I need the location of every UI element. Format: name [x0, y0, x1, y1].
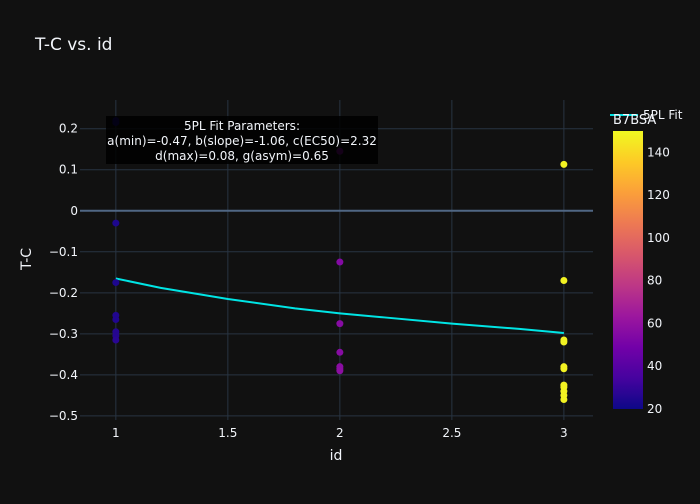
fit-series — [115, 277, 564, 335]
colorbar-tick-label: 60 — [647, 316, 662, 330]
y-tick-label: −0.1 — [49, 245, 78, 259]
data-point — [560, 160, 568, 168]
y-tick-label: −0.3 — [49, 327, 78, 341]
data-point — [112, 315, 120, 323]
data-point — [560, 277, 568, 285]
colorbar-tick-label: 100 — [647, 231, 670, 245]
data-point — [112, 279, 120, 287]
y-tick-label: −0.4 — [49, 368, 78, 382]
annotation-box: 5PL Fit Parameters: a(min)=-0.47, b(slop… — [106, 116, 378, 164]
data-point — [560, 338, 568, 346]
colorbar-tick-labels: 20 40 60 80 100 120 140 — [647, 145, 670, 416]
y-tick-label: −0.5 — [49, 409, 78, 423]
chart-title: T-C vs. id — [34, 35, 112, 55]
x-tick-label: 1 — [112, 426, 120, 440]
fit-line — [115, 277, 564, 335]
data-point — [336, 367, 344, 375]
data-point — [336, 320, 344, 328]
data-point — [560, 395, 568, 403]
data-point — [112, 336, 120, 344]
x-tick-label: 2 — [336, 426, 344, 440]
colorbar-tick-label: 40 — [647, 359, 662, 373]
colorbar-tick-label: 140 — [647, 145, 670, 159]
y-tick-label: 0.1 — [59, 163, 78, 177]
annotation-line-2: a(min)=-0.47, b(slope)=-1.06, c(EC50)=2.… — [107, 134, 377, 148]
colorbar-gradient — [613, 131, 643, 409]
colorbar: B7BSA 20 40 60 80 100 120 140 — [613, 113, 670, 416]
x-axis-label: id — [330, 448, 343, 464]
data-point — [112, 219, 120, 227]
colorbar-tick-label: 20 — [647, 402, 662, 416]
data-point — [336, 348, 344, 356]
annotation-background — [106, 116, 378, 164]
x-tick-labels: 1 1.5 2 2.5 3 — [112, 426, 568, 440]
y-tick-label: −0.2 — [49, 286, 78, 300]
x-tick-label: 1.5 — [218, 426, 237, 440]
y-tick-labels: 0.2 0.1 0 −0.1 −0.2 −0.3 −0.4 −0.5 — [49, 122, 78, 423]
x-tick-label: 2.5 — [442, 426, 461, 440]
y-tick-label: 0.2 — [59, 122, 78, 136]
x-tick-label: 3 — [560, 426, 568, 440]
y-axis-label: T-C — [19, 248, 35, 271]
data-point — [560, 365, 568, 373]
legend-fit-label: 5PL Fit — [643, 108, 683, 122]
annotation-line-1: 5PL Fit Parameters: — [184, 119, 300, 133]
colorbar-tick-label: 80 — [647, 274, 662, 288]
scatter-points — [112, 117, 568, 403]
colorbar-title: B7BSA — [613, 113, 656, 128]
colorbar-tick-label: 120 — [647, 188, 670, 202]
data-point — [336, 258, 344, 266]
annotation-line-3: d(max)=0.08, g(asym)=0.65 — [155, 149, 329, 163]
y-tick-label: 0 — [70, 204, 78, 218]
legend[interactable]: 5PL Fit — [610, 108, 683, 122]
